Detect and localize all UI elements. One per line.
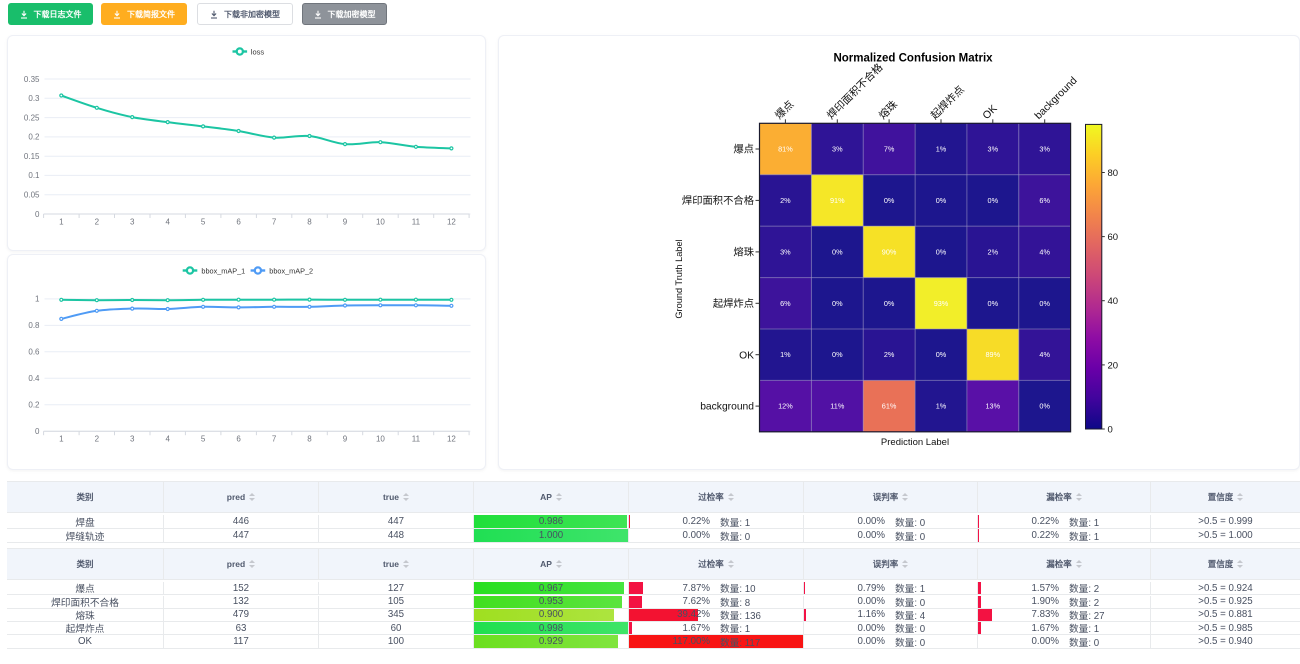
svg-text:9: 9 xyxy=(343,435,348,444)
svg-text:0.05: 0.05 xyxy=(24,191,40,200)
svg-text:12: 12 xyxy=(447,218,456,227)
svg-text:0%: 0% xyxy=(832,247,843,256)
svg-text:8: 8 xyxy=(307,435,312,444)
svg-text:2%: 2% xyxy=(884,350,895,359)
svg-text:0: 0 xyxy=(35,210,40,219)
svg-text:1: 1 xyxy=(59,435,64,444)
svg-text:11: 11 xyxy=(412,435,421,444)
svg-text:91%: 91% xyxy=(830,196,845,205)
svg-text:4: 4 xyxy=(165,218,170,227)
svg-text:0.6: 0.6 xyxy=(28,348,40,357)
svg-text:Ground Truth Label: Ground Truth Label xyxy=(674,239,684,318)
svg-text:20: 20 xyxy=(1108,360,1119,371)
svg-text:0%: 0% xyxy=(988,299,999,308)
svg-text:0.35: 0.35 xyxy=(24,75,40,84)
svg-text:0: 0 xyxy=(1108,424,1113,435)
svg-text:爆点: 爆点 xyxy=(772,98,796,122)
svg-text:12%: 12% xyxy=(778,402,793,411)
svg-text:2: 2 xyxy=(95,435,100,444)
svg-text:6%: 6% xyxy=(1039,196,1050,205)
svg-text:熔珠: 熔珠 xyxy=(733,246,754,259)
svg-text:11: 11 xyxy=(412,218,421,227)
svg-text:1%: 1% xyxy=(936,402,947,411)
svg-text:4%: 4% xyxy=(1039,350,1050,359)
svg-text:1: 1 xyxy=(35,295,40,304)
svg-text:7: 7 xyxy=(272,435,277,444)
svg-text:0.2: 0.2 xyxy=(28,133,40,142)
svg-text:1%: 1% xyxy=(780,350,791,359)
svg-text:6%: 6% xyxy=(780,299,791,308)
svg-text:8: 8 xyxy=(307,218,312,227)
svg-text:0%: 0% xyxy=(832,350,843,359)
svg-text:3%: 3% xyxy=(1039,145,1050,154)
svg-text:OK: OK xyxy=(980,103,999,122)
svg-text:0%: 0% xyxy=(936,196,947,205)
svg-text:3: 3 xyxy=(130,435,135,444)
svg-text:起焊炸点: 起焊炸点 xyxy=(929,84,967,122)
svg-text:2%: 2% xyxy=(988,247,999,256)
svg-text:OK: OK xyxy=(739,350,754,361)
svg-text:3%: 3% xyxy=(832,145,843,154)
svg-text:起焊炸点: 起焊炸点 xyxy=(713,298,754,310)
svg-text:0%: 0% xyxy=(988,196,999,205)
svg-text:6: 6 xyxy=(236,435,241,444)
svg-text:13%: 13% xyxy=(985,402,1000,411)
svg-text:bbox_mAP_2: bbox_mAP_2 xyxy=(269,266,313,275)
svg-text:0%: 0% xyxy=(936,350,947,359)
svg-text:0: 0 xyxy=(35,427,40,436)
svg-text:0%: 0% xyxy=(1039,402,1050,411)
svg-text:5: 5 xyxy=(201,218,206,227)
svg-text:80: 80 xyxy=(1108,168,1119,179)
svg-text:0%: 0% xyxy=(884,299,895,308)
svg-text:0%: 0% xyxy=(1039,299,1050,308)
svg-text:0%: 0% xyxy=(832,299,843,308)
svg-text:bbox_mAP_1: bbox_mAP_1 xyxy=(201,266,245,275)
svg-text:81%: 81% xyxy=(778,145,793,154)
svg-text:4: 4 xyxy=(165,435,170,444)
svg-text:3: 3 xyxy=(130,218,135,227)
svg-text:background: background xyxy=(1032,75,1079,122)
svg-text:2%: 2% xyxy=(780,196,791,205)
svg-text:1%: 1% xyxy=(936,145,947,154)
svg-text:60: 60 xyxy=(1108,232,1119,243)
svg-text:2: 2 xyxy=(95,218,100,227)
svg-text:93%: 93% xyxy=(934,299,949,308)
svg-text:爆点: 爆点 xyxy=(733,144,754,156)
svg-text:0.2: 0.2 xyxy=(28,401,40,410)
svg-text:3%: 3% xyxy=(780,247,791,256)
svg-text:5: 5 xyxy=(201,435,206,444)
svg-text:10: 10 xyxy=(376,218,385,227)
svg-text:0.3: 0.3 xyxy=(28,94,40,103)
svg-text:loss: loss xyxy=(251,47,265,56)
svg-text:Prediction Label: Prediction Label xyxy=(881,437,949,448)
svg-text:background: background xyxy=(700,402,754,413)
svg-text:10: 10 xyxy=(376,435,385,444)
svg-text:0.15: 0.15 xyxy=(24,152,40,161)
svg-text:12: 12 xyxy=(447,435,456,444)
svg-text:Normalized Confusion Matrix: Normalized Confusion Matrix xyxy=(833,53,993,65)
svg-text:4%: 4% xyxy=(1039,247,1050,256)
svg-text:9: 9 xyxy=(343,218,348,227)
svg-text:0%: 0% xyxy=(884,196,895,205)
svg-text:0.4: 0.4 xyxy=(28,374,40,383)
svg-text:90%: 90% xyxy=(882,247,897,256)
svg-text:89%: 89% xyxy=(985,350,1000,359)
svg-text:熔珠: 熔珠 xyxy=(876,98,900,122)
svg-text:焊印面积不合格: 焊印面积不合格 xyxy=(682,194,755,207)
svg-text:0.1: 0.1 xyxy=(28,171,40,180)
svg-text:1: 1 xyxy=(59,218,64,227)
svg-text:7: 7 xyxy=(272,218,277,227)
svg-text:6: 6 xyxy=(236,218,241,227)
svg-text:61%: 61% xyxy=(882,402,897,411)
svg-text:3%: 3% xyxy=(988,145,999,154)
svg-text:0.8: 0.8 xyxy=(28,321,40,330)
svg-text:0.25: 0.25 xyxy=(24,113,40,122)
svg-text:7%: 7% xyxy=(884,145,895,154)
svg-text:11%: 11% xyxy=(830,402,845,411)
svg-text:0%: 0% xyxy=(936,247,947,256)
svg-text:40: 40 xyxy=(1108,296,1119,307)
